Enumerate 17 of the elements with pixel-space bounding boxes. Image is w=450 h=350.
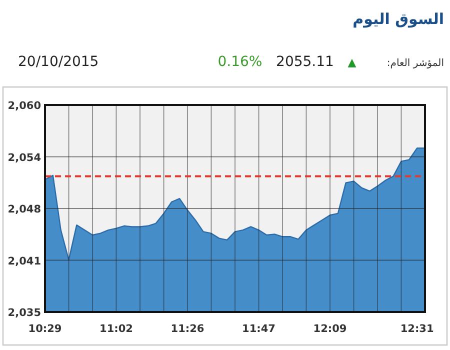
xtick: 12:31 <box>400 323 434 335</box>
xtick: 11:02 <box>100 323 133 335</box>
xtick: 11:26 <box>170 323 204 335</box>
annotation: 20/10/2015 <box>18 54 99 70</box>
ytick: 2,041 <box>8 255 41 268</box>
annotation: 2055.11 <box>276 54 334 70</box>
xtick: 10:29 <box>28 323 62 335</box>
ytick: 2,060 <box>8 100 41 112</box>
annotation: 0.16% <box>218 54 262 70</box>
ytick: 2,035 <box>8 307 41 319</box>
annotation: ▲ <box>348 56 356 69</box>
annotation: المؤشر العام: <box>386 58 444 69</box>
title: السوق اليوم <box>352 10 444 28</box>
ytick: 2,054 <box>8 152 41 164</box>
xtick: 11:47 <box>242 323 276 335</box>
xtick: 12:09 <box>313 323 347 335</box>
ytick: 2,048 <box>8 204 41 216</box>
